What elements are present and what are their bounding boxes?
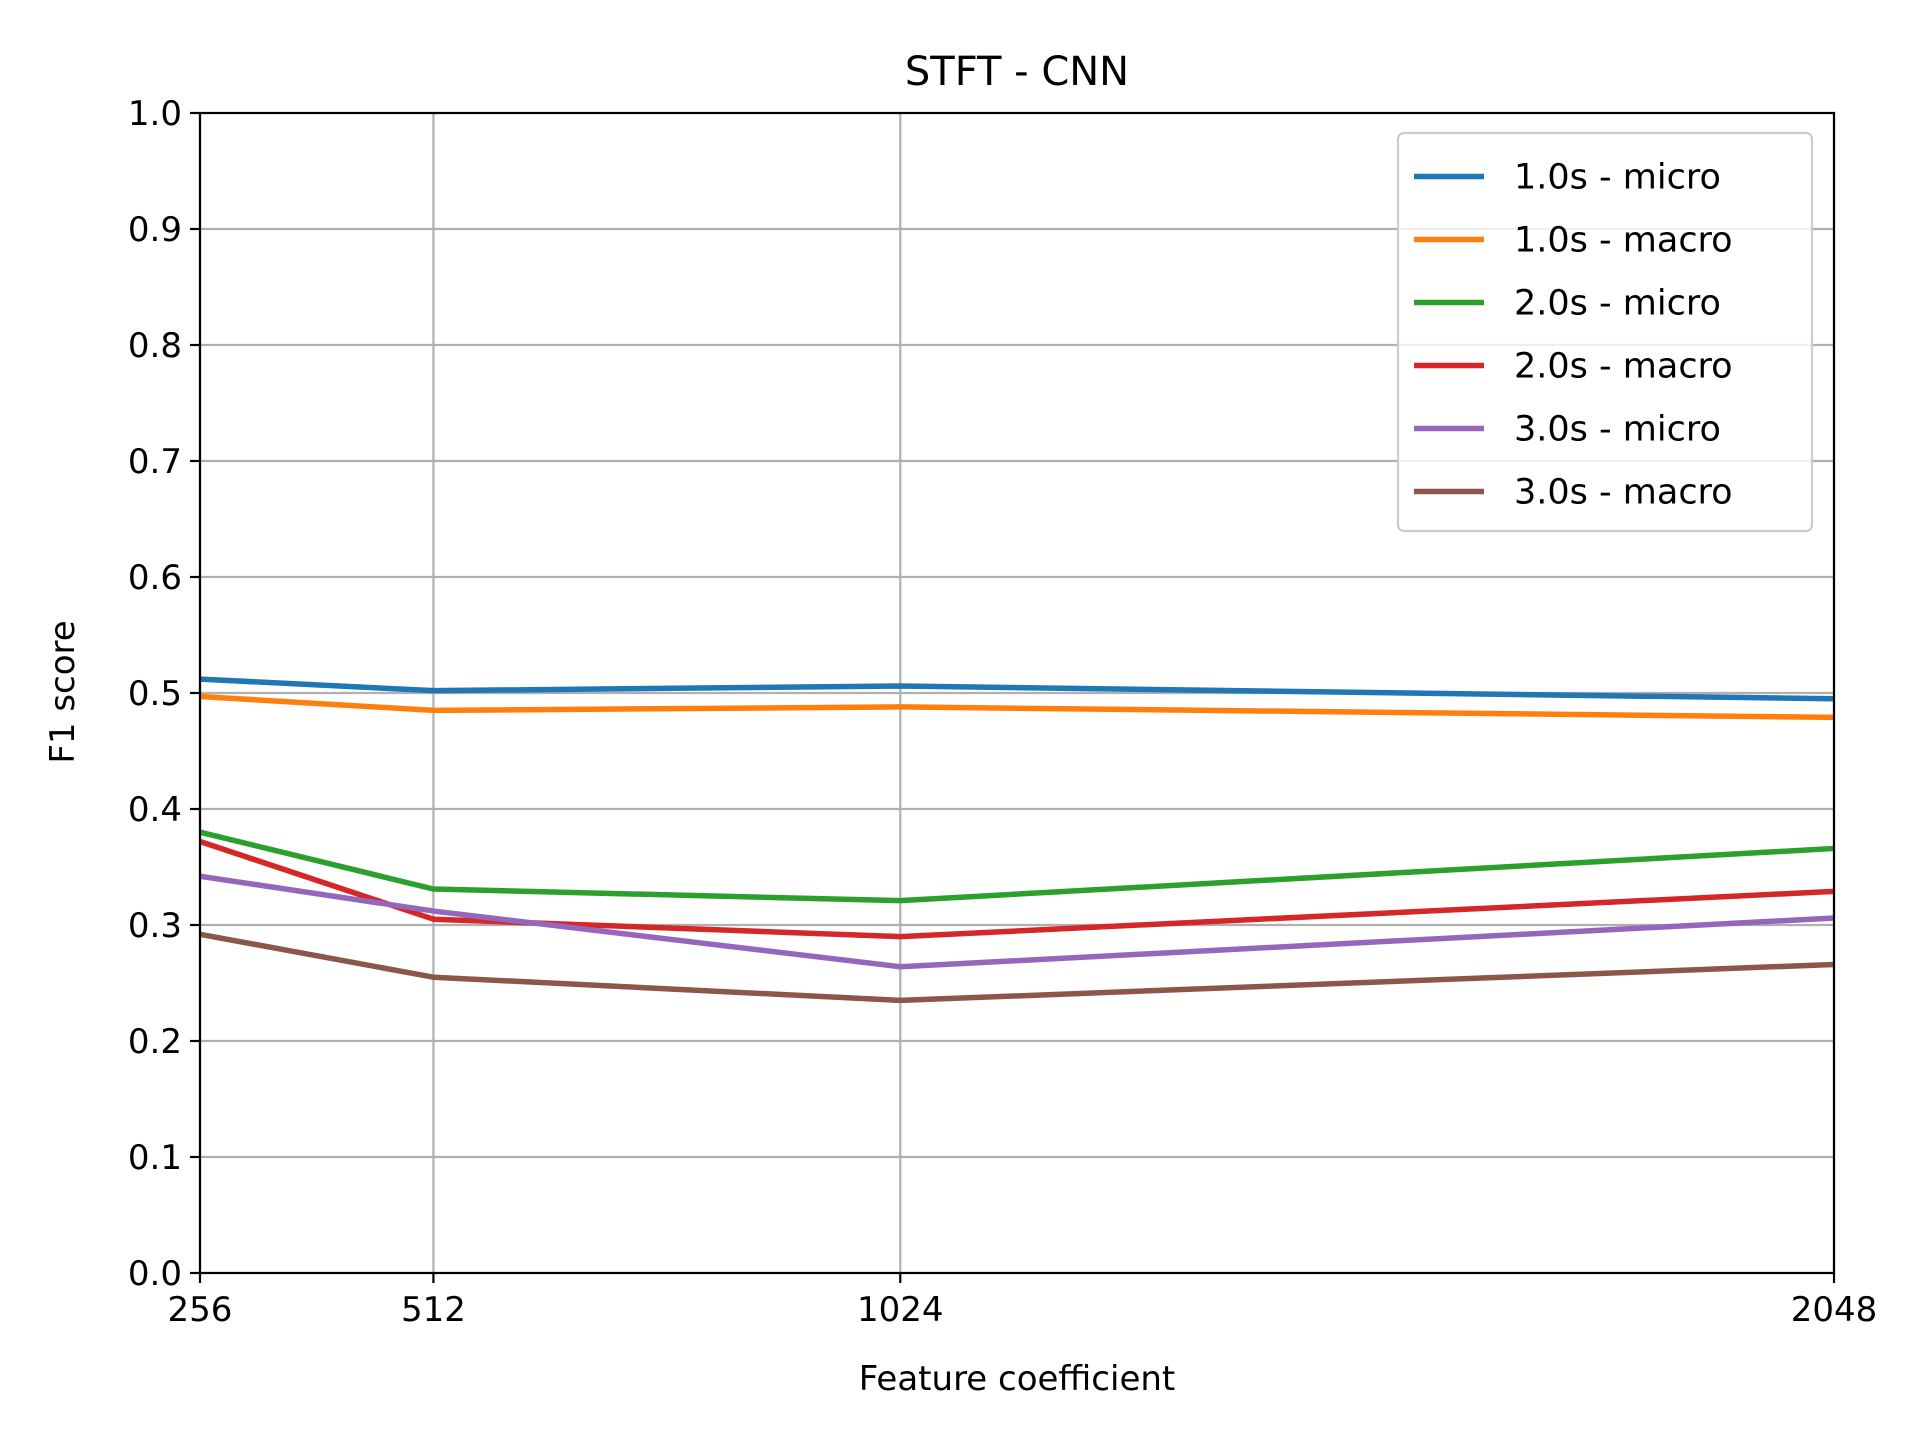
- series-line-1: [199, 676, 1835, 702]
- legend-box: [1396, 131, 1814, 533]
- x-tick-label: 1024: [857, 1290, 944, 1330]
- series-line-3: [199, 829, 1835, 904]
- y-tick-label: 1.0: [128, 94, 182, 134]
- legend-label-2: 1.0s - macro: [1514, 221, 1733, 261]
- series-line-5: [199, 873, 1835, 970]
- axes: 256 512 1024 2048 0.0 0.1 0.2 0.3 0.4 0.5 0.6 0.7 0.…: [128, 94, 1877, 1330]
- legend-label-1: 1.0s - micro: [1514, 158, 1721, 198]
- chart-title: STFT - CNN: [905, 49, 1129, 95]
- y-tick-label: 0.4: [128, 790, 182, 830]
- y-tick-label: 0.7: [128, 442, 182, 482]
- y-tick-label: 0.8: [128, 326, 182, 366]
- y-tick-label: 0.9: [128, 210, 182, 250]
- y-tick-label: 0.1: [128, 1138, 182, 1178]
- x-tick-label: 2048: [1791, 1290, 1878, 1330]
- legend: 1.0s - micro 1.0s - macro 2.0s - micro 2.0s…: [1396, 131, 1814, 533]
- series-line-4: [199, 838, 1835, 940]
- series-line-6: [199, 931, 1835, 1004]
- series-lines: [199, 676, 1835, 1004]
- y-axis-label: F1 score: [43, 620, 83, 763]
- x-axis-label: Feature coefficient: [859, 1359, 1176, 1399]
- series-line-2: [199, 693, 1835, 721]
- y-tick-label: 0.2: [128, 1022, 182, 1062]
- y-tick-label: 0.6: [128, 558, 182, 598]
- legend-label-3: 2.0s - micro: [1514, 284, 1721, 324]
- y-tick-label: 0.5: [128, 674, 182, 714]
- legend-label-5: 3.0s - micro: [1514, 410, 1721, 450]
- legend-label-4: 2.0s - macro: [1514, 347, 1733, 387]
- legend-label-6: 3.0s - macro: [1514, 473, 1733, 513]
- x-tick-label: 256: [168, 1290, 233, 1330]
- y-tick-label: 0.0: [128, 1254, 182, 1294]
- x-tick-label: 512: [401, 1290, 466, 1330]
- y-tick-label: 0.3: [128, 906, 182, 946]
